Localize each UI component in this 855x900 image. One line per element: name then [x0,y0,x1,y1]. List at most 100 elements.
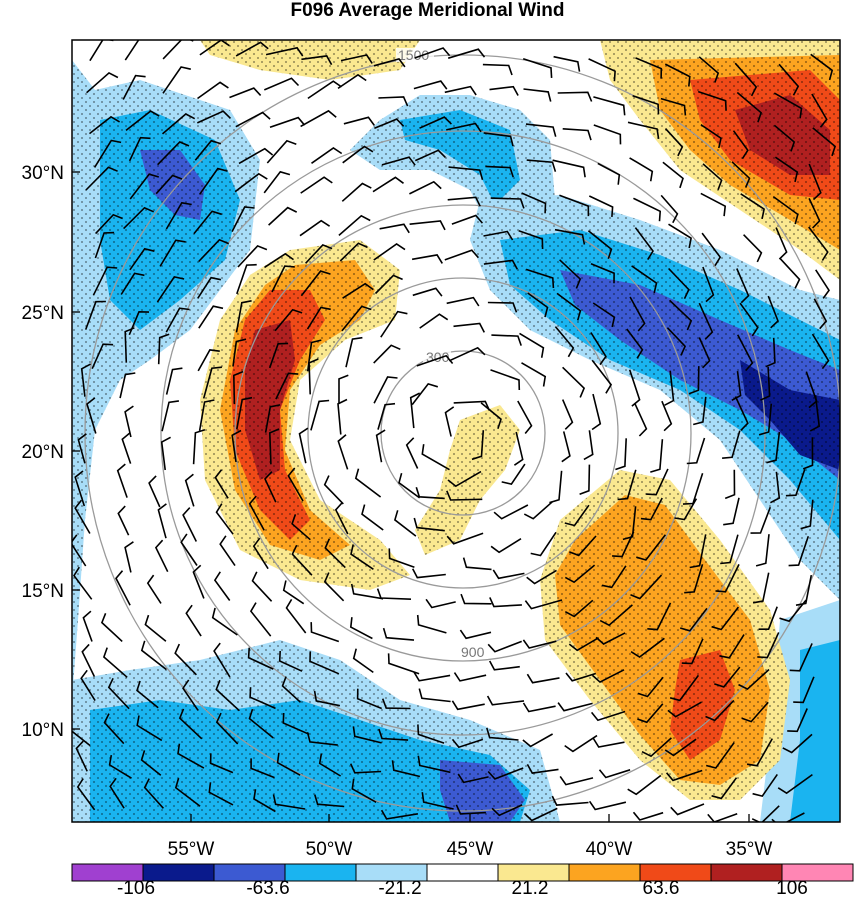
wind-barb [785,469,806,497]
wind-barb [417,755,451,774]
wind-barb [182,507,198,542]
wind-barb [266,139,297,164]
wind-barb [705,742,735,769]
wind-barb [354,468,382,498]
wind-barb [123,206,155,230]
wind-barb [349,617,373,640]
lon-label-50w: 50°W [306,839,353,860]
wind-barb [778,63,800,96]
wind-barb [252,537,269,570]
wind-barb [446,490,483,501]
wind-barb [121,432,132,464]
wind-barb [120,272,145,295]
wind-barb [268,206,298,226]
wind-barb [421,792,454,810]
wind-barb [664,63,691,87]
wind-barb [627,121,660,140]
lat-label-10n: 10°N [22,720,64,741]
wind-barb [739,302,759,337]
wind-barb [679,607,708,632]
wind-barb [338,374,349,404]
wind-barb [554,228,586,245]
wind-barb [688,366,700,395]
wind-barb [352,648,374,674]
wind-barb [684,564,704,594]
wind-barb [338,214,371,237]
wind-barb [379,223,410,234]
wind-barb [612,531,635,558]
wind-barb [583,430,594,461]
wind-barb [711,606,740,631]
wind-barb [664,128,684,157]
wind-barb [811,333,830,370]
wind-barb [564,564,596,584]
wind-barb [107,677,130,710]
wind-barb [231,429,242,463]
wind-barb [758,403,773,436]
wind-barb [373,376,398,404]
wind-barb [557,91,593,102]
wind-barb [489,597,522,608]
wind-barb [517,400,533,435]
wind-barb [157,503,167,539]
wind-barb [446,296,480,307]
wind-barb [419,313,449,329]
wind-barb [723,497,740,526]
wind-barb [154,539,169,573]
wind-barb [615,438,627,471]
wind-barb [757,632,780,659]
wind-barb [617,469,637,501]
wind-barb [808,198,821,229]
wind-barb [236,263,257,295]
wind-barb [686,437,706,465]
wind-barb [155,174,183,195]
wind-barb [381,698,411,710]
wind-barb [480,402,502,429]
wind-barb [231,206,255,232]
wind-barb [471,430,485,461]
wind-barb [374,118,405,130]
wind-barb [448,166,484,181]
wind-barb [486,695,525,706]
wind-barb [447,48,486,59]
map-title: F096 Average Meridional Wind [290,0,565,21]
wind-barb [444,249,480,261]
wind-barb [525,123,557,137]
wind-barb [592,738,625,748]
wind-barb [689,534,707,569]
wind-barb [156,276,185,303]
wind-barb [681,638,704,665]
wind-barb [184,473,195,507]
wind-barb [457,773,489,784]
wind-barb [413,80,448,90]
wind-barb [213,571,231,601]
wind-barb [490,369,521,391]
wind-barb [73,566,93,600]
wind-barb [300,270,331,297]
wind-barb [89,115,121,135]
wind-barb [549,470,563,504]
wind-barb [194,139,222,161]
wind-barb [664,370,675,406]
wind-barb [669,674,700,702]
wind-barb [453,672,487,682]
wind-barb [746,738,773,767]
wind-barb [811,93,828,128]
wind-barb [760,366,771,401]
wind-barb [95,213,123,235]
wind-barb [701,232,722,267]
wind-barb [521,192,547,214]
wind-barb [412,287,443,297]
wind-barb [323,475,344,505]
wind-barb [815,269,830,299]
wind-barb [782,733,813,754]
wind-barb [323,572,345,602]
wind-barb [352,726,382,744]
wind-barb [215,712,239,745]
wind-barb [597,162,621,185]
wind-barb [637,703,664,724]
wind-barb [310,399,330,431]
wind-barb [664,738,697,757]
wind-barb [215,679,240,712]
wind-barb [590,332,607,366]
